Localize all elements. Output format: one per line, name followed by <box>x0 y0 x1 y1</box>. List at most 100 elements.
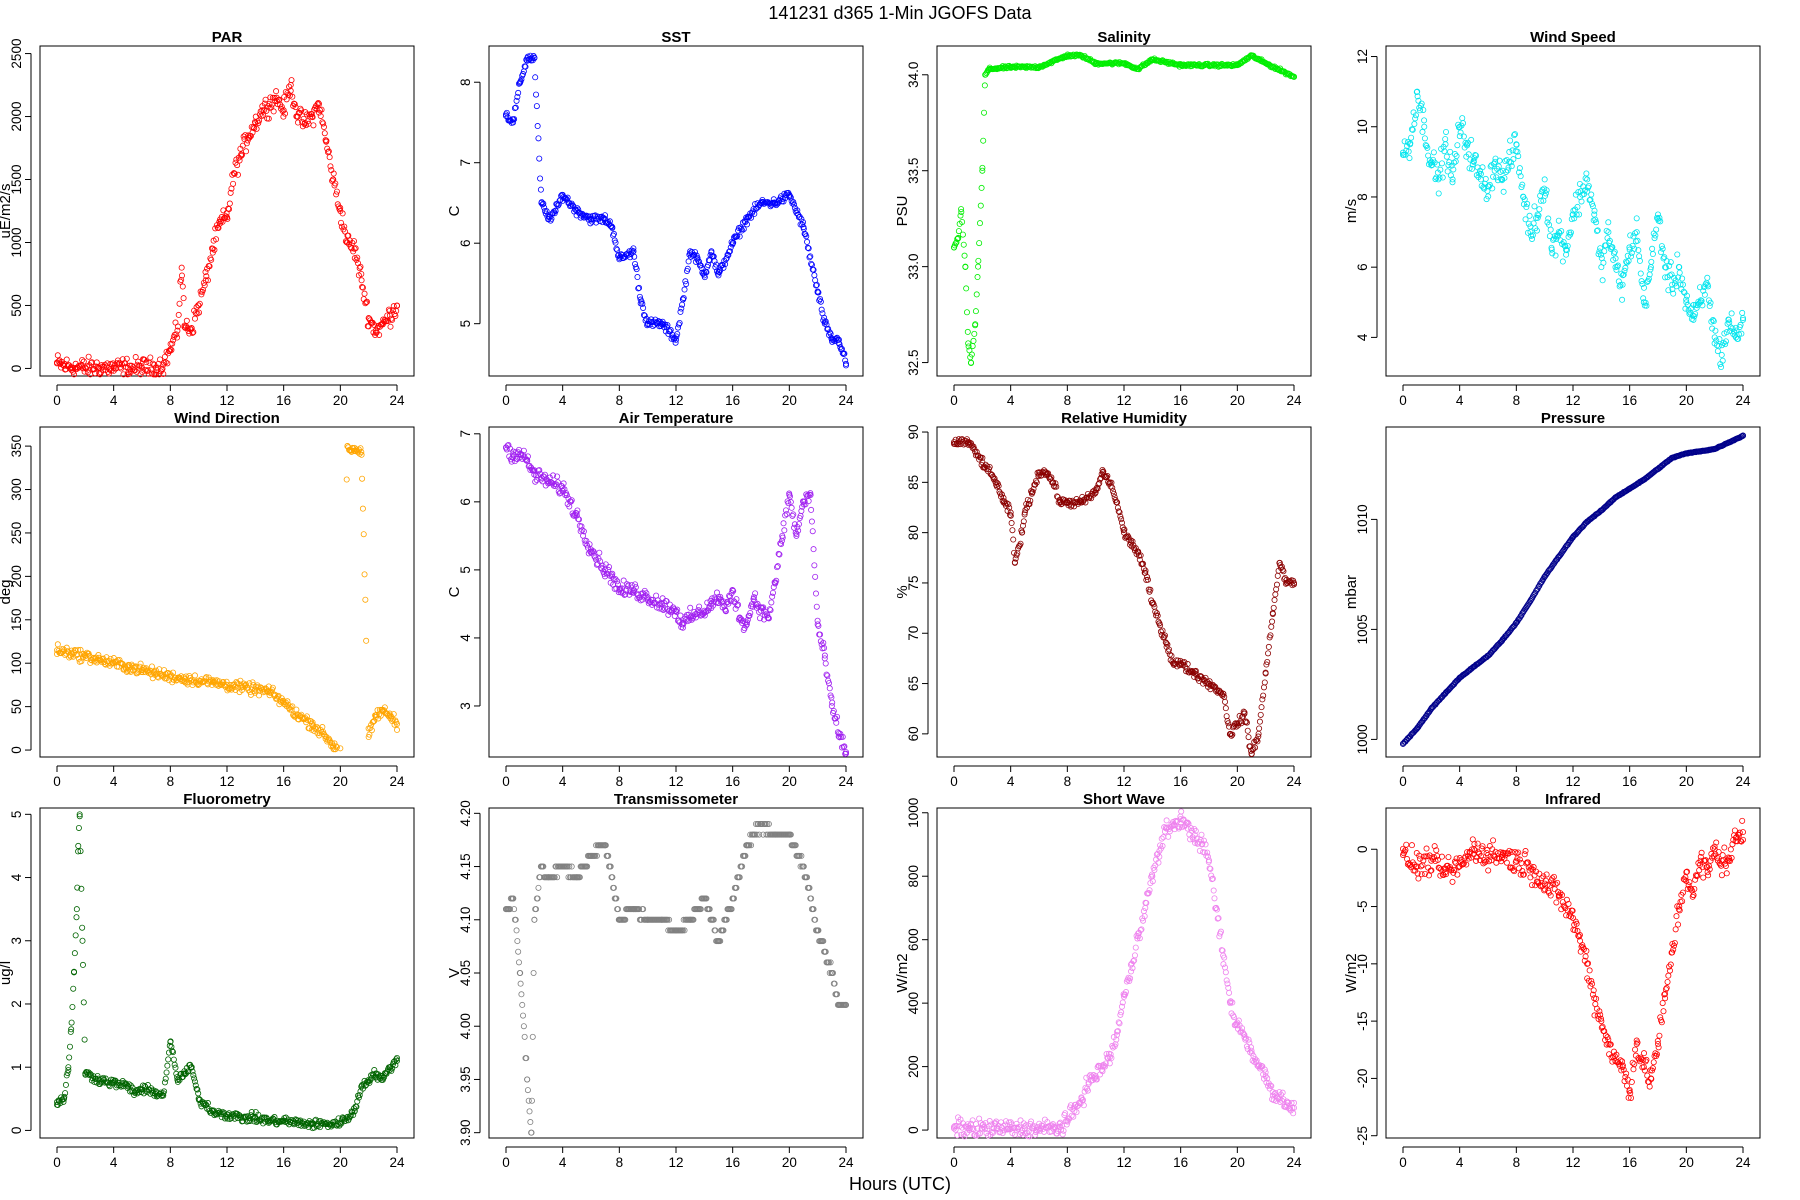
relative-humidity-points <box>951 436 1298 757</box>
wind-speed-x-tick-label: 4 <box>1456 393 1464 408</box>
par-data-point <box>320 120 327 127</box>
air-temperature-data-point <box>779 534 786 541</box>
wind-direction-data-point <box>359 475 366 482</box>
fluorometry-data-point <box>81 1036 88 1043</box>
relative-humidity-data-point <box>1150 601 1157 608</box>
sst-data-point <box>842 357 849 364</box>
sst-data-point <box>609 225 616 232</box>
par-data-point <box>178 276 185 283</box>
wind-direction-data-point <box>180 674 187 681</box>
wind-speed-data-point <box>1561 242 1568 249</box>
sst-data-point <box>676 319 683 326</box>
wind-speed-data-point <box>1567 229 1574 236</box>
wind-speed-data-point <box>1530 220 1537 227</box>
transmissometer-data-point <box>746 842 753 849</box>
par-data-point <box>309 114 316 121</box>
par-data-point <box>234 171 241 178</box>
air-temperature-data-point <box>780 520 787 527</box>
short-wave-data-point <box>973 1132 980 1139</box>
sst-data-point <box>818 306 825 313</box>
par-data-point <box>213 236 220 243</box>
relative-humidity-data-point <box>1117 513 1124 520</box>
fluorometry-data-point <box>71 968 78 975</box>
air-temperature-data-point <box>773 577 780 584</box>
short-wave-y-tick-label: 1000 <box>906 798 921 828</box>
relative-humidity-data-point <box>1225 720 1232 727</box>
wind-speed-data-point <box>1563 251 1570 258</box>
sst-data-point <box>787 194 794 201</box>
fluorometry-data-point <box>62 1081 69 1088</box>
fluorometry-data-point <box>92 1075 99 1082</box>
transmissometer-x-tick-label: 8 <box>616 1155 624 1170</box>
wind-speed-data-point <box>1686 310 1693 317</box>
wind-speed-data-point <box>1673 283 1680 290</box>
salinity-data-point <box>975 263 982 270</box>
air-temperature-data-point <box>686 617 693 624</box>
relative-humidity-data-point <box>1271 597 1278 604</box>
wind-speed-data-point <box>1489 185 1496 192</box>
air-temperature-y-tick-label: 7 <box>458 430 473 438</box>
par-data-point <box>238 152 245 159</box>
sst-data-point <box>511 105 518 112</box>
air-temperature-data-point <box>808 518 815 525</box>
par-data-point <box>333 191 340 198</box>
wind-speed-data-point <box>1739 309 1746 316</box>
relative-humidity-x-tick-label: 12 <box>1116 774 1131 789</box>
fluorometry-points <box>54 811 400 1132</box>
short-wave-x-tick-label: 12 <box>1116 1155 1131 1170</box>
sst-data-point <box>511 116 518 123</box>
air-temperature-data-point <box>828 702 835 709</box>
transmissometer-y-tick-label: 4.15 <box>458 853 473 879</box>
panel-relative-humidity: Relative Humidity%0 4 8 12 16 20 2460657075808… <box>894 410 1312 789</box>
fluorometry-data-point <box>110 1078 117 1085</box>
relative-humidity-y-tick-label: 70 <box>906 626 921 641</box>
par-data-point <box>131 367 138 374</box>
par-data-point <box>135 358 142 365</box>
wind-speed-data-point <box>1696 284 1703 291</box>
wind-direction-data-point <box>332 746 339 753</box>
air-temperature-data-point <box>722 608 729 615</box>
relative-humidity-data-point <box>1244 727 1251 734</box>
air-temperature-data-point <box>782 507 789 514</box>
sst-plot-frame <box>488 45 864 377</box>
air-temperature-data-point <box>586 541 593 548</box>
sst-x-tick-label: 24 <box>838 393 854 408</box>
wind-direction-data-point <box>131 664 138 671</box>
pressure-data-point <box>1739 433 1746 440</box>
fluorometry-data-point <box>77 848 84 855</box>
fluorometry-data-point <box>337 1119 344 1126</box>
wind-speed-x-tick-label: 16 <box>1622 393 1637 408</box>
fluorometry-x-tick-label: 20 <box>333 1155 348 1170</box>
short-wave-data-point <box>989 1129 996 1136</box>
wind-speed-data-point <box>1574 203 1581 210</box>
relative-humidity-data-point <box>1267 632 1274 639</box>
fluorometry-data-point <box>68 1026 75 1033</box>
wind-direction-data-point <box>245 687 252 694</box>
sst-data-point <box>789 200 796 207</box>
par-data-point <box>384 312 391 319</box>
par-data-point <box>286 83 293 90</box>
relative-humidity-data-point <box>1269 618 1276 625</box>
relative-humidity-data-point <box>1023 500 1030 507</box>
air-temperature-data-point <box>560 480 567 487</box>
par-data-point <box>336 205 343 212</box>
salinity-y-tick-label: 33.0 <box>906 253 921 279</box>
air-temperature-data-point <box>810 546 817 553</box>
short-wave-x-tick-label: 20 <box>1230 1155 1245 1170</box>
par-data-point <box>262 96 269 103</box>
air-temperature-data-point <box>830 707 837 714</box>
wind-direction-data-point <box>147 667 154 674</box>
relative-humidity-data-point <box>1193 671 1200 678</box>
relative-humidity-data-point <box>1094 485 1101 492</box>
par-data-point <box>267 94 274 101</box>
fluorometry-data-point <box>71 950 78 957</box>
air-temperature-data-point <box>774 563 781 570</box>
transmissometer-data-point <box>515 959 522 966</box>
relative-humidity-data-point <box>1280 568 1287 575</box>
short-wave-y-tick-label: 800 <box>906 865 921 888</box>
wind-direction-x-tick-label: 12 <box>219 774 234 789</box>
wind-direction-data-point <box>226 686 233 693</box>
wind-speed-data-point <box>1583 170 1590 177</box>
salinity-x-tick-label: 12 <box>1116 393 1131 408</box>
air-temperature-data-point <box>744 616 751 623</box>
